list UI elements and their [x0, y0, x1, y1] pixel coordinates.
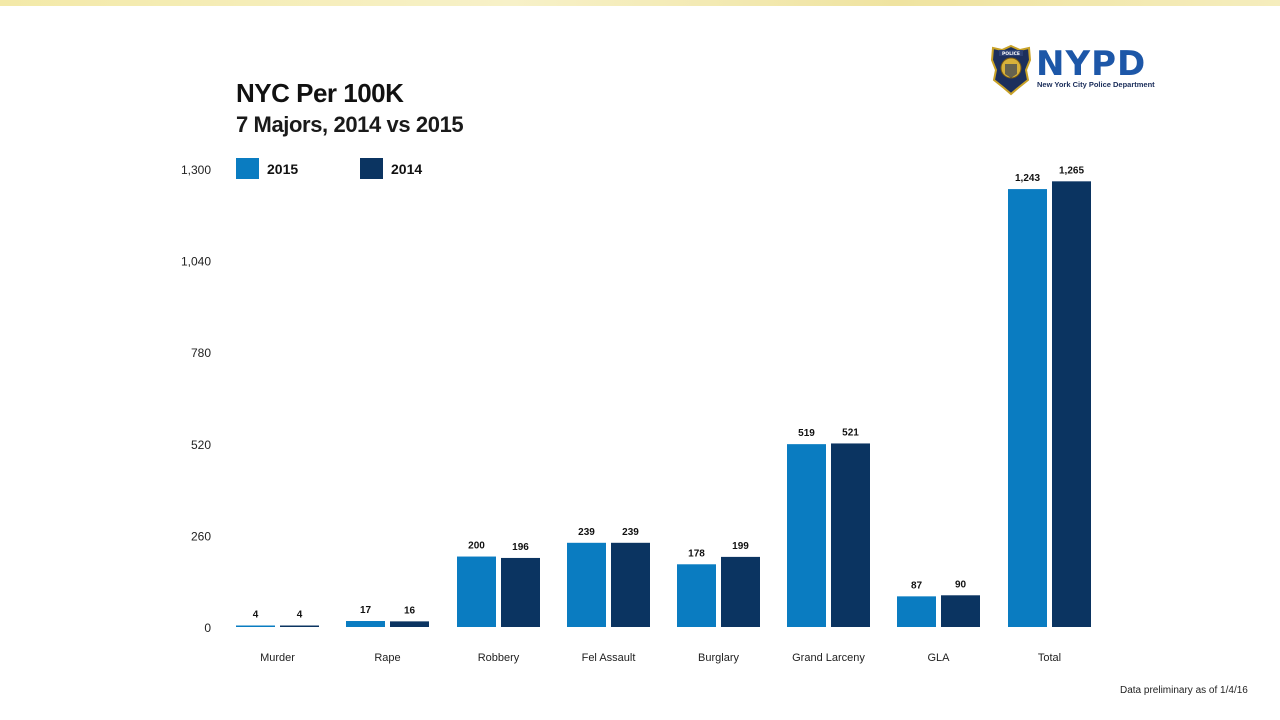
data-label: 1,243: [1015, 173, 1040, 184]
y-tick-label: 1,300: [181, 163, 211, 177]
bar-2015: [787, 444, 826, 627]
category-label: Robbery: [478, 652, 520, 664]
logo-wordmark: NYPD: [1036, 44, 1147, 84]
data-label: 519: [798, 428, 815, 439]
category-label: Total: [1038, 652, 1061, 664]
legend-swatch-2015: [236, 158, 259, 179]
bar-2015: [897, 596, 936, 627]
legend-label: 2014: [391, 161, 422, 177]
data-label: 90: [955, 579, 967, 590]
data-label: 200: [468, 541, 485, 552]
logo-subtitle: New York City Police Department: [1037, 80, 1155, 89]
data-label: 4: [253, 610, 259, 621]
y-tick-label: 0: [204, 621, 211, 635]
badge-text: POLICE: [1002, 51, 1020, 57]
data-label: 1,265: [1059, 165, 1084, 176]
data-label: 17: [360, 605, 372, 616]
data-label: 239: [622, 527, 639, 538]
category-label: GLA: [927, 652, 950, 664]
bar-2014: [1052, 181, 1091, 628]
top-decorative-stripe: [0, 0, 1280, 6]
category-label: Murder: [260, 652, 295, 664]
data-label: 239: [578, 527, 595, 538]
bar-2015: [236, 625, 275, 627]
category-label: Fel Assault: [582, 652, 636, 664]
bar-2014: [280, 625, 319, 627]
y-tick-label: 1,040: [181, 255, 211, 269]
data-footnote: Data preliminary as of 1/4/16: [1120, 685, 1248, 696]
chart-subtitle: 7 Majors, 2014 vs 2015: [236, 112, 464, 137]
data-label: 521: [842, 427, 859, 438]
nypd-badge-icon: POLICE: [990, 44, 1032, 96]
legend-swatch-2014: [360, 158, 383, 179]
category-label: Burglary: [698, 652, 739, 664]
bar-2015: [677, 564, 716, 627]
bar-2015: [1008, 189, 1047, 627]
bar-2014: [721, 556, 760, 627]
data-label: 4: [297, 610, 303, 621]
y-tick-label: 780: [191, 346, 211, 360]
bar-2014: [941, 595, 980, 627]
bar-2015: [346, 621, 385, 627]
bar-2015: [567, 542, 606, 627]
nypd-logo: POLICE NYPD New York City Police Departm…: [990, 44, 1160, 96]
bar-2014: [390, 621, 429, 627]
bar-2014: [831, 443, 870, 627]
legend-label: 2015: [267, 161, 298, 177]
data-label: 178: [688, 548, 705, 559]
data-label: 199: [732, 541, 749, 552]
bar-2014: [611, 542, 650, 627]
chart-title: NYC Per 100K: [236, 78, 404, 108]
category-label: Rape: [374, 652, 400, 664]
y-tick-label: 260: [191, 529, 211, 543]
bar-2015: [457, 556, 496, 627]
data-label: 16: [404, 605, 416, 616]
category-label: Grand Larceny: [792, 652, 865, 664]
bar-2014: [501, 557, 540, 627]
data-label: 87: [911, 580, 923, 591]
data-label: 196: [512, 542, 529, 553]
y-tick-label: 520: [191, 438, 211, 452]
